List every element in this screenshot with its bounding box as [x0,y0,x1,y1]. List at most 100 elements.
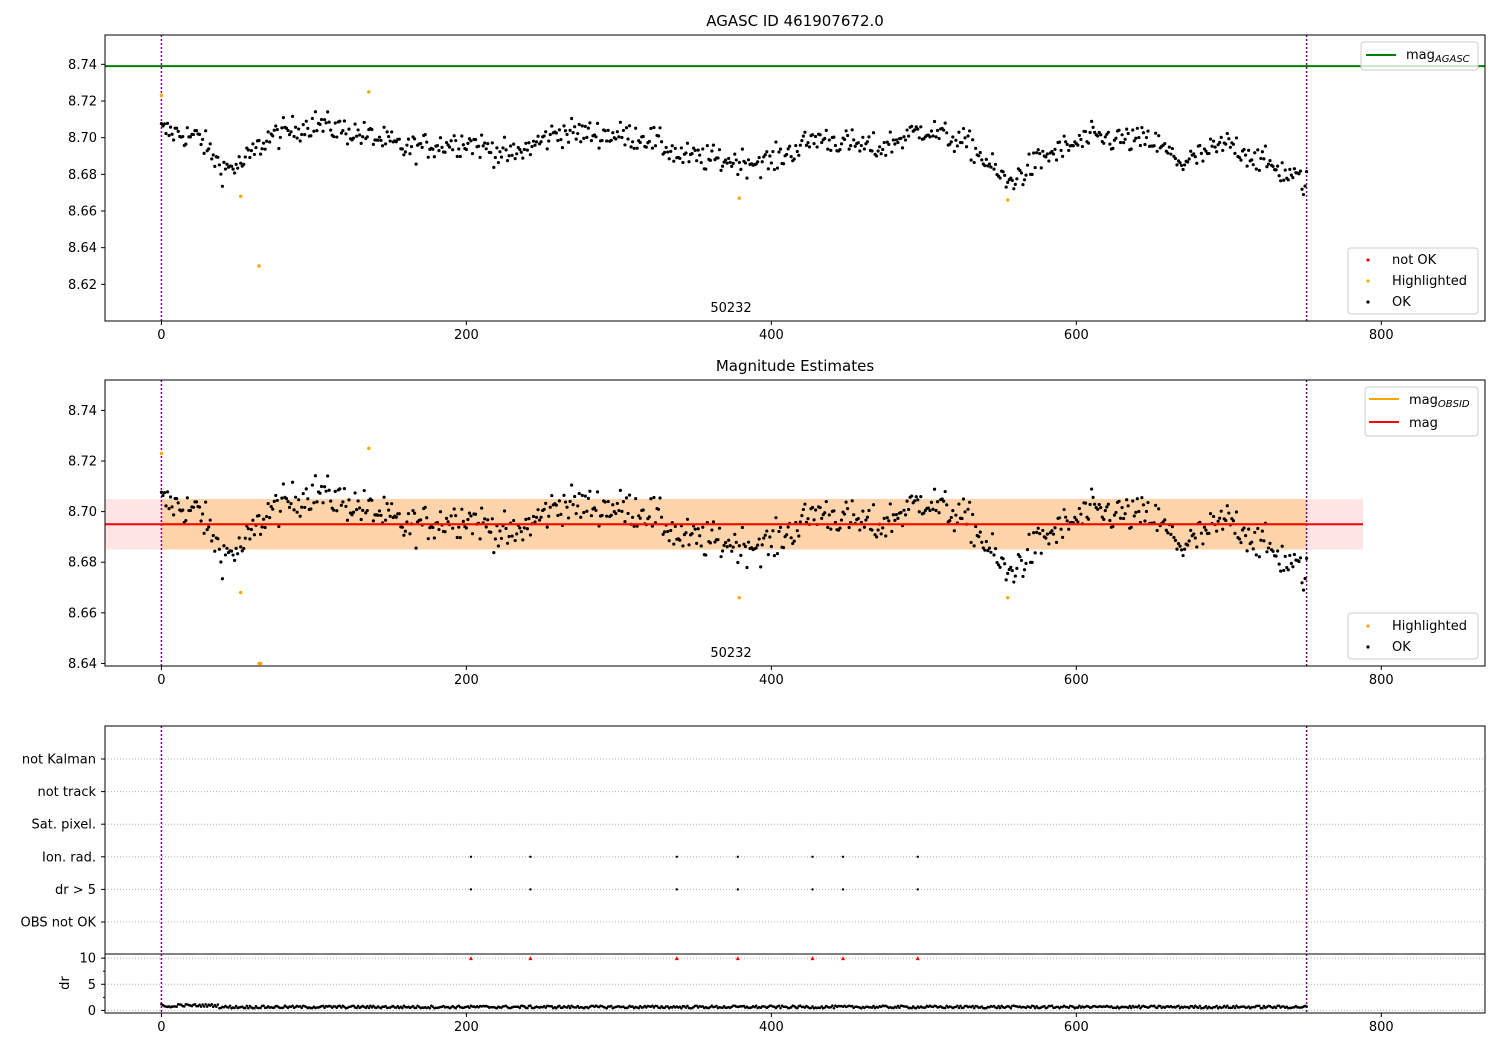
ok-point [746,540,751,544]
ok-point [806,141,810,145]
ok-point [687,160,691,164]
ok-point [1003,562,1007,566]
ok-point [934,508,938,513]
ok-point [766,167,770,171]
ok-point [347,498,351,502]
dr-point [1197,1006,1200,1010]
ok-point [365,508,369,513]
ok-point [165,121,170,125]
ok-point [362,120,366,125]
ok-point [419,142,423,146]
ok-point [1022,178,1027,182]
dr-point [411,1004,415,1008]
ok-point [884,153,888,157]
ok-point [536,134,540,138]
ok-point [408,532,412,536]
ok-point [792,539,796,543]
ok-point [1067,148,1071,153]
dr-capped-marker [735,956,740,961]
ok-point [740,525,744,530]
ok-point [638,516,642,520]
ok-point [826,147,830,151]
ok-point [615,130,619,134]
ok-point [522,147,526,152]
ok-point [893,518,897,522]
ok-point [768,154,772,158]
ok-point [365,135,369,139]
dr-point [384,1004,387,1008]
ok-point [248,155,252,160]
ok-point [1096,134,1100,138]
ok-point [547,139,551,143]
legend-label-not-ok: not OK [1392,253,1437,268]
ok-point [1259,156,1263,161]
ok-point [1112,513,1117,517]
ok-point [167,506,171,511]
ok-point [870,528,874,532]
ok-point [1114,136,1118,140]
ok-point [789,536,793,540]
ok-point [737,544,741,548]
dr-point [282,1006,285,1009]
ok-point [414,162,418,166]
ok-point [449,139,453,143]
ok-point [332,508,336,512]
ok-point [449,514,453,518]
ok-point [980,158,984,162]
panel2-ticks: 8.64 8.66 8.68 8.70 8.72 8.74 0 200 400 600 800 [68,404,1394,688]
ok-point [452,507,456,511]
ok-point [185,496,189,500]
ok-point [1019,171,1024,175]
ok-point [1062,507,1066,512]
ok-point [894,513,899,517]
ok-point [1015,177,1019,181]
ok-point [518,526,522,530]
ok-point [426,537,430,541]
ok-point [1208,512,1213,516]
dr-point [1137,1004,1141,1008]
ok-point [798,143,802,147]
ok-point [199,142,203,147]
ok-point [955,144,959,148]
ok-point [720,549,725,553]
ok-point [1102,141,1106,145]
ok-point [1106,502,1110,506]
ok-point [229,549,234,553]
ok-point [996,563,1001,567]
dr-point [715,1004,718,1008]
ok-point [263,525,267,530]
ok-point [949,140,953,144]
ok-point [1018,555,1022,559]
ok-point [879,532,883,536]
ok-point [823,136,827,141]
ok-point [339,503,343,507]
ok-point [977,154,981,158]
ok-point [1146,129,1150,133]
dr-point [259,1006,262,1010]
dr-point [1177,1004,1180,1008]
ok-point [1120,133,1124,137]
ok-point [658,496,662,500]
ok-point [1304,169,1309,174]
ok-point [237,155,241,159]
dr-point [321,1004,325,1008]
ok-point [926,506,931,510]
ok-point [978,150,982,155]
panel2-data [105,380,1364,666]
dr-point [962,1006,965,1009]
ok-point [961,497,966,501]
ok-point [219,172,223,176]
highlighted-point [159,451,164,456]
ok-point [839,518,844,522]
ok-point [1215,529,1219,533]
ok-point [371,142,375,146]
ok-point [586,126,590,130]
legend-label-ok: OK [1392,295,1411,310]
ok-point [585,135,589,139]
ok-point [181,508,185,512]
ok-point [913,128,917,132]
ok-point [1242,526,1246,530]
ok-point [1210,144,1214,148]
ok-point [681,544,685,548]
ok-point [701,525,705,529]
